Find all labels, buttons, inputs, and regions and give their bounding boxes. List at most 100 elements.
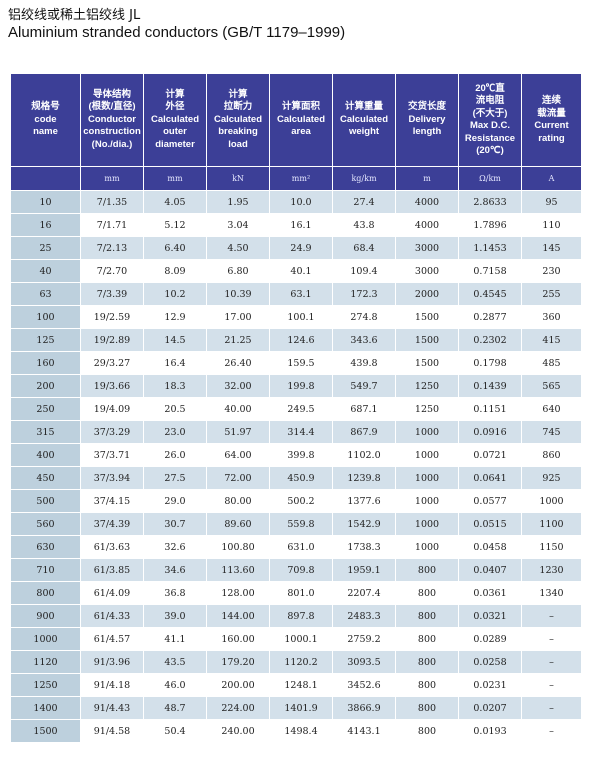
cell-breaking-load: 40.00 [206, 397, 270, 421]
cell-weight: 1102.0 [332, 443, 396, 467]
table-row: 1000 61/4.57 41.1 160.00 1000.1 2759.2 800 0.02… [10, 627, 582, 651]
cell-weight: 867.9 [332, 420, 396, 444]
cell-breaking-load: 128.00 [206, 581, 270, 605]
cell-code-name: 1500 [10, 719, 81, 743]
cell-weight: 4143.1 [332, 719, 396, 743]
cell-delivery-length: 1250 [395, 374, 459, 398]
cell-outer-diameter: 50.4 [143, 719, 207, 743]
cell-code-name: 1250 [10, 673, 81, 697]
cell-conductor-construction: 91/4.58 [80, 719, 144, 743]
column-header-delivery-length: 交货长度 Delivery length [395, 73, 459, 167]
table-row: 125 19/2.89 14.5 21.25 124.6 343.6 1500 0.2302 4… [10, 328, 582, 352]
cell-current-rating: 415 [521, 328, 582, 352]
cell-outer-diameter: 18.3 [143, 374, 207, 398]
table-row: 710 61/3.85 34.6 113.60 709.8 1959.1 800 0.0407… [10, 558, 582, 582]
unit-cell-code-name [10, 166, 81, 191]
cell-weight: 439.8 [332, 351, 396, 375]
column-header-line: 外径 [165, 101, 185, 113]
unit-cell-delivery-length: m [395, 166, 459, 191]
cell-conductor-construction: 7/1.35 [80, 190, 144, 214]
cell-current-rating: 360 [521, 305, 582, 329]
cell-breaking-load: 80.00 [206, 489, 270, 513]
cell-dc-resistance: 0.2302 [458, 328, 522, 352]
cell-current-rating: – [521, 673, 582, 697]
cell-conductor-construction: 61/4.33 [80, 604, 144, 628]
unit-cell-conductor-construction: mm [80, 166, 144, 191]
cell-conductor-construction: 29/3.27 [80, 351, 144, 375]
cell-area: 897.8 [269, 604, 333, 628]
cell-conductor-construction: 19/2.89 [80, 328, 144, 352]
cell-delivery-length: 1000 [395, 489, 459, 513]
cell-code-name: 125 [10, 328, 81, 352]
cell-dc-resistance: 0.0258 [458, 650, 522, 674]
column-header-line: 拉断力 [223, 101, 253, 113]
column-header-dc-resistance: 20℃直 流电阻 (不大于) Max D.C. Resistance (20℃) [458, 73, 522, 167]
cell-current-rating: 230 [521, 259, 582, 283]
cell-dc-resistance: 0.0641 [458, 466, 522, 490]
cell-breaking-load: 144.00 [206, 604, 270, 628]
column-header-line: Calculated [339, 113, 389, 125]
cell-outer-diameter: 30.7 [143, 512, 207, 536]
cell-dc-resistance: 0.0721 [458, 443, 522, 467]
cell-current-rating: 1340 [521, 581, 582, 605]
cell-code-name: 1120 [10, 650, 81, 674]
cell-conductor-construction: 37/3.71 [80, 443, 144, 467]
cell-outer-diameter: 23.0 [143, 420, 207, 444]
cell-code-name: 250 [10, 397, 81, 421]
cell-code-name: 900 [10, 604, 81, 628]
cell-conductor-construction: 37/3.29 [80, 420, 144, 444]
cell-outer-diameter: 27.5 [143, 466, 207, 490]
cell-dc-resistance: 0.1798 [458, 351, 522, 375]
cell-delivery-length: 1000 [395, 512, 459, 536]
cell-current-rating: – [521, 650, 582, 674]
cell-outer-diameter: 6.40 [143, 236, 207, 260]
column-header-line: 计算重量 [344, 101, 383, 113]
cell-area: 801.0 [269, 581, 333, 605]
cell-dc-resistance: 0.0361 [458, 581, 522, 605]
cell-breaking-load: 51.97 [206, 420, 270, 444]
table-row: 1400 91/4.43 48.7 224.00 1401.9 3866.9 800 0.02… [10, 696, 582, 720]
cell-dc-resistance: 0.0916 [458, 420, 522, 444]
column-header-line: 导体结构 [92, 88, 131, 100]
cell-conductor-construction: 91/4.43 [80, 696, 144, 720]
title-english: Aluminium stranded conductors (GB/T 1179… [8, 24, 346, 41]
cell-conductor-construction: 37/4.15 [80, 489, 144, 513]
cell-delivery-length: 1500 [395, 328, 459, 352]
cell-current-rating: 565 [521, 374, 582, 398]
cell-current-rating: 1150 [521, 535, 582, 559]
cell-dc-resistance: 0.7158 [458, 259, 522, 283]
table-row: 1250 91/4.18 46.0 200.00 1248.1 3452.6 800 0.02… [10, 673, 582, 697]
cell-breaking-load: 240.00 [206, 719, 270, 743]
column-header-line: 计算 [228, 88, 248, 100]
table-row: 160 29/3.27 16.4 26.40 159.5 439.8 1500 0.1798 4… [10, 351, 582, 375]
column-header-line: Delivery [408, 113, 446, 125]
cell-dc-resistance: 0.0289 [458, 627, 522, 651]
cell-weight: 2207.4 [332, 581, 396, 605]
table-row: 1120 91/3.96 43.5 179.20 1120.2 3093.5 800 0.02… [10, 650, 582, 674]
column-header-line: 流电阻 [475, 95, 505, 106]
table-row: 500 37/4.15 29.0 80.00 500.2 1377.6 1000 0.0577… [10, 489, 582, 513]
cell-weight: 68.4 [332, 236, 396, 260]
cell-weight: 687.1 [332, 397, 396, 421]
cell-current-rating: – [521, 627, 582, 651]
unit-cell-area: mm² [269, 166, 333, 191]
cell-current-rating: 925 [521, 466, 582, 490]
cell-breaking-load: 224.00 [206, 696, 270, 720]
conductor-spec-table: 规格号 code name 导体结构 (根数/直径) Conductor construct… [10, 73, 582, 743]
cell-area: 249.5 [269, 397, 333, 421]
column-header-line: Calculated [150, 113, 200, 125]
cell-outer-diameter: 34.6 [143, 558, 207, 582]
cell-current-rating: 145 [521, 236, 582, 260]
header-row: 规格号 code name 导体结构 (根数/直径) Conductor construct… [10, 73, 582, 167]
cell-delivery-length: 800 [395, 558, 459, 582]
cell-delivery-length: 800 [395, 650, 459, 674]
cell-code-name: 200 [10, 374, 81, 398]
table-row: 16 7/1.71 5.12 3.04 16.1 43.8 4000 1.7896 110 [10, 213, 582, 237]
cell-area: 1120.2 [269, 650, 333, 674]
cell-outer-diameter: 48.7 [143, 696, 207, 720]
cell-delivery-length: 1500 [395, 305, 459, 329]
cell-weight: 1377.6 [332, 489, 396, 513]
cell-weight: 27.4 [332, 190, 396, 214]
cell-dc-resistance: 1.7896 [458, 213, 522, 237]
cell-outer-diameter: 43.5 [143, 650, 207, 674]
